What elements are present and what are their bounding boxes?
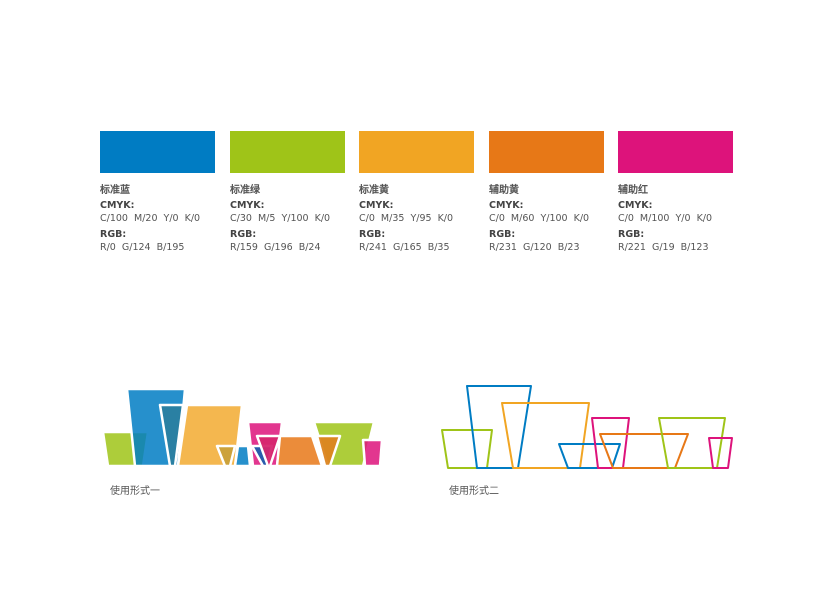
cmyk-value: C/0 M/60 Y/100 K/0	[489, 213, 590, 224]
trapezoid-shape	[158, 403, 185, 468]
cmyk-value: C/0 M/100 Y/0 K/0	[618, 213, 713, 224]
color-chip	[618, 131, 733, 173]
trapezoid-shape	[255, 434, 282, 468]
swatch-orange: 辅助黄 CMYK: C/0 M/60 Y/100 K/0 RGB: R/231 …	[489, 131, 604, 253]
cmyk-value: C/30 M/5 Y/100 K/0	[230, 213, 331, 224]
trapezoid-shape	[658, 417, 726, 469]
swatch-green: 标准绿 CMYK: C/30 M/5 Y/100 K/0 RGB: R/159 …	[230, 131, 345, 253]
trapezoid-shape	[361, 438, 384, 468]
color-chip	[489, 131, 604, 173]
cmyk-label: CMYK:	[100, 200, 135, 211]
usage-caption-1: 使用形式一	[110, 486, 160, 497]
trapezoid-shape	[315, 434, 342, 468]
cmyk-value: C/100 M/20 Y/0 K/0	[100, 213, 201, 224]
color-name: 标准黄	[359, 185, 389, 196]
trapezoid-shape	[215, 444, 237, 468]
color-name: 标准绿	[230, 185, 260, 196]
color-name: 标准蓝	[100, 185, 130, 196]
trapezoid-shape	[708, 437, 733, 469]
rgb-label: RGB:	[618, 229, 645, 240]
usage-outline-graphic	[441, 385, 733, 469]
cmyk-label: CMYK:	[230, 200, 265, 211]
rgb-label: RGB:	[230, 229, 257, 240]
cmyk-label: CMYK:	[489, 200, 524, 211]
rgb-value: R/0 G/124 B/195	[100, 242, 185, 253]
rgb-value: R/231 G/120 B/23	[489, 242, 580, 253]
trapezoid-shape	[233, 444, 252, 468]
rgb-value: R/159 G/196 B/24	[230, 242, 321, 253]
trapezoid-shape	[501, 402, 590, 469]
rgb-value: R/241 G/165 B/35	[359, 242, 450, 253]
cmyk-label: CMYK:	[359, 200, 394, 211]
usage-filled-graphic	[101, 387, 384, 468]
rgb-value: R/221 G/19 B/123	[618, 242, 709, 253]
rgb-label: RGB:	[359, 229, 386, 240]
color-chip	[359, 131, 474, 173]
trapezoid-shape	[466, 385, 532, 469]
swatch-yellow: 标准黄 CMYK: C/0 M/35 Y/95 K/0 RGB: R/241 G…	[359, 131, 474, 253]
swatch-red: 辅助红 CMYK: C/0 M/100 Y/0 K/0 RGB: R/221 G…	[618, 131, 733, 253]
swatch-blue: 标准蓝 CMYK: C/100 M/20 Y/0 K/0 RGB: R/0 G/…	[100, 131, 215, 253]
rgb-label: RGB:	[100, 229, 127, 240]
color-name: 辅助黄	[489, 185, 519, 196]
color-name: 辅助红	[618, 185, 648, 196]
trapezoid-shape	[441, 429, 493, 469]
usage-caption-2: 使用形式二	[449, 486, 499, 497]
color-chip	[100, 131, 215, 173]
rgb-label: RGB:	[489, 229, 516, 240]
cmyk-label: CMYK:	[618, 200, 653, 211]
cmyk-value: C/0 M/35 Y/95 K/0	[359, 213, 454, 224]
trapezoid-shape	[275, 434, 324, 468]
color-chip	[230, 131, 345, 173]
